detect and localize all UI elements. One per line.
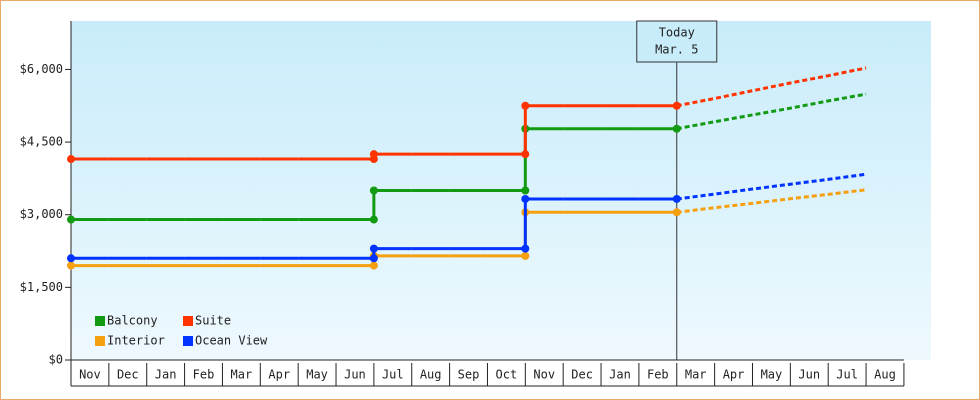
point-marker <box>67 261 75 270</box>
today-label: Mar. 5 <box>655 43 698 57</box>
legend-label: Suite <box>195 314 231 328</box>
x-tick-label: Oct <box>496 368 518 382</box>
y-tick-label: $4,500 <box>20 135 63 149</box>
x-tick-label: Feb <box>647 368 669 382</box>
x-tick-label: Aug <box>874 368 896 382</box>
point-marker <box>521 194 530 203</box>
x-tick-label: Jul <box>836 368 858 382</box>
point-marker <box>369 186 378 195</box>
legend-swatch <box>183 336 193 346</box>
x-tick-label: Mar <box>685 368 707 382</box>
x-tick-label: May <box>761 368 783 382</box>
point-marker <box>67 155 75 164</box>
point-marker <box>67 215 75 224</box>
x-tick-label: Apr <box>268 368 290 382</box>
projection-line <box>676 66 867 108</box>
y-tick-label: $6,000 <box>20 62 63 76</box>
x-tick-label: Nov <box>533 368 555 382</box>
point-marker <box>369 244 378 253</box>
today-box <box>636 20 718 63</box>
legend-swatch <box>183 316 193 326</box>
projection-line <box>676 92 867 131</box>
x-tick-label: Jan <box>609 368 631 382</box>
point-marker <box>672 194 681 203</box>
point-marker <box>369 150 378 159</box>
x-tick-label: Aug <box>420 368 442 382</box>
legend-label: Ocean View <box>195 334 268 348</box>
point-marker <box>521 251 530 260</box>
legend-label: Interior <box>107 334 165 348</box>
x-tick-label: Feb <box>193 368 215 382</box>
point-marker <box>369 254 378 263</box>
y-tick-label: $1,500 <box>20 280 63 294</box>
x-tick-label: Dec <box>117 368 139 382</box>
legend-swatch <box>95 316 105 326</box>
x-tick-label: Jun <box>344 368 366 382</box>
point-marker <box>521 186 530 195</box>
x-tick-label: Sep <box>458 368 480 382</box>
point-marker <box>672 124 681 133</box>
point-marker <box>67 254 75 263</box>
x-tick-label: Jan <box>155 368 177 382</box>
x-tick-label: Jun <box>798 368 820 382</box>
x-tick-label: Nov <box>79 368 101 382</box>
x-tick-label: Apr <box>723 368 745 382</box>
today-label: Today <box>659 26 695 40</box>
point-marker <box>521 150 530 159</box>
point-marker <box>521 101 530 110</box>
point-marker <box>369 215 378 224</box>
point-marker <box>521 244 530 253</box>
legend-label: Balcony <box>107 314 158 328</box>
y-tick-label: $0 <box>49 353 63 367</box>
y-tick-label: $3,000 <box>20 207 63 221</box>
x-tick-label: Mar <box>231 368 253 382</box>
x-tick-label: Dec <box>571 368 593 382</box>
legend-swatch <box>95 336 105 346</box>
x-tick-label: Jul <box>382 368 404 382</box>
point-marker <box>672 208 681 217</box>
x-tick-label: May <box>306 368 328 382</box>
point-marker <box>369 261 378 270</box>
point-marker <box>672 101 681 110</box>
